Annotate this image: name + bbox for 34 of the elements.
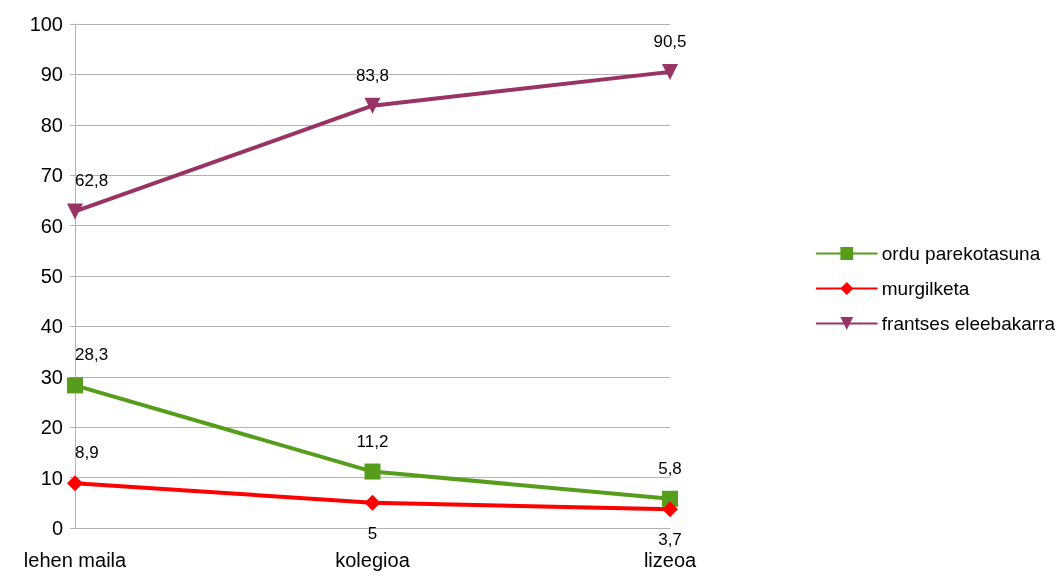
point: [662, 501, 678, 518]
legend-label: murgilketa: [881, 278, 970, 299]
x-tick-label: lehen maila: [23, 549, 128, 571]
point: [67, 203, 83, 220]
legend-label: ordu parekotasuna: [881, 243, 1041, 264]
data-label: 5,8: [658, 458, 682, 478]
point: [364, 463, 381, 480]
y-tick-label: 90: [40, 63, 63, 86]
data-label: 3,7: [658, 530, 682, 550]
x-tick-label: lizeoa: [643, 549, 697, 571]
y-tick-label: 60: [40, 214, 63, 237]
data-label: 28,3: [75, 345, 109, 365]
data-label: 62,8: [75, 171, 109, 191]
legend-label: frantses eleebakarra: [881, 313, 1056, 334]
y-tick-label: 0: [51, 517, 63, 539]
y-tick-label: 50: [40, 265, 63, 287]
point: [662, 63, 678, 80]
y-tick-label: 40: [40, 315, 63, 338]
point: [364, 494, 381, 511]
point: [364, 97, 381, 114]
y-tick-label: 80: [40, 113, 63, 136]
x-tick-label: kolegioa: [335, 549, 411, 571]
data-label: 83,8: [355, 65, 390, 85]
y-tick-label: 10: [40, 466, 63, 489]
y-tick-label: 30: [40, 365, 63, 388]
y-tick-label: 100: [29, 13, 63, 35]
data-label: 8,9: [75, 443, 99, 463]
y-tick-label: 20: [40, 416, 63, 439]
data-label: 90,5: [653, 31, 687, 51]
y-tick-label: 70: [40, 164, 63, 187]
data-label: 5: [367, 523, 378, 543]
point: [67, 377, 83, 394]
data-label: 11,2: [356, 431, 389, 451]
point: [67, 475, 83, 492]
